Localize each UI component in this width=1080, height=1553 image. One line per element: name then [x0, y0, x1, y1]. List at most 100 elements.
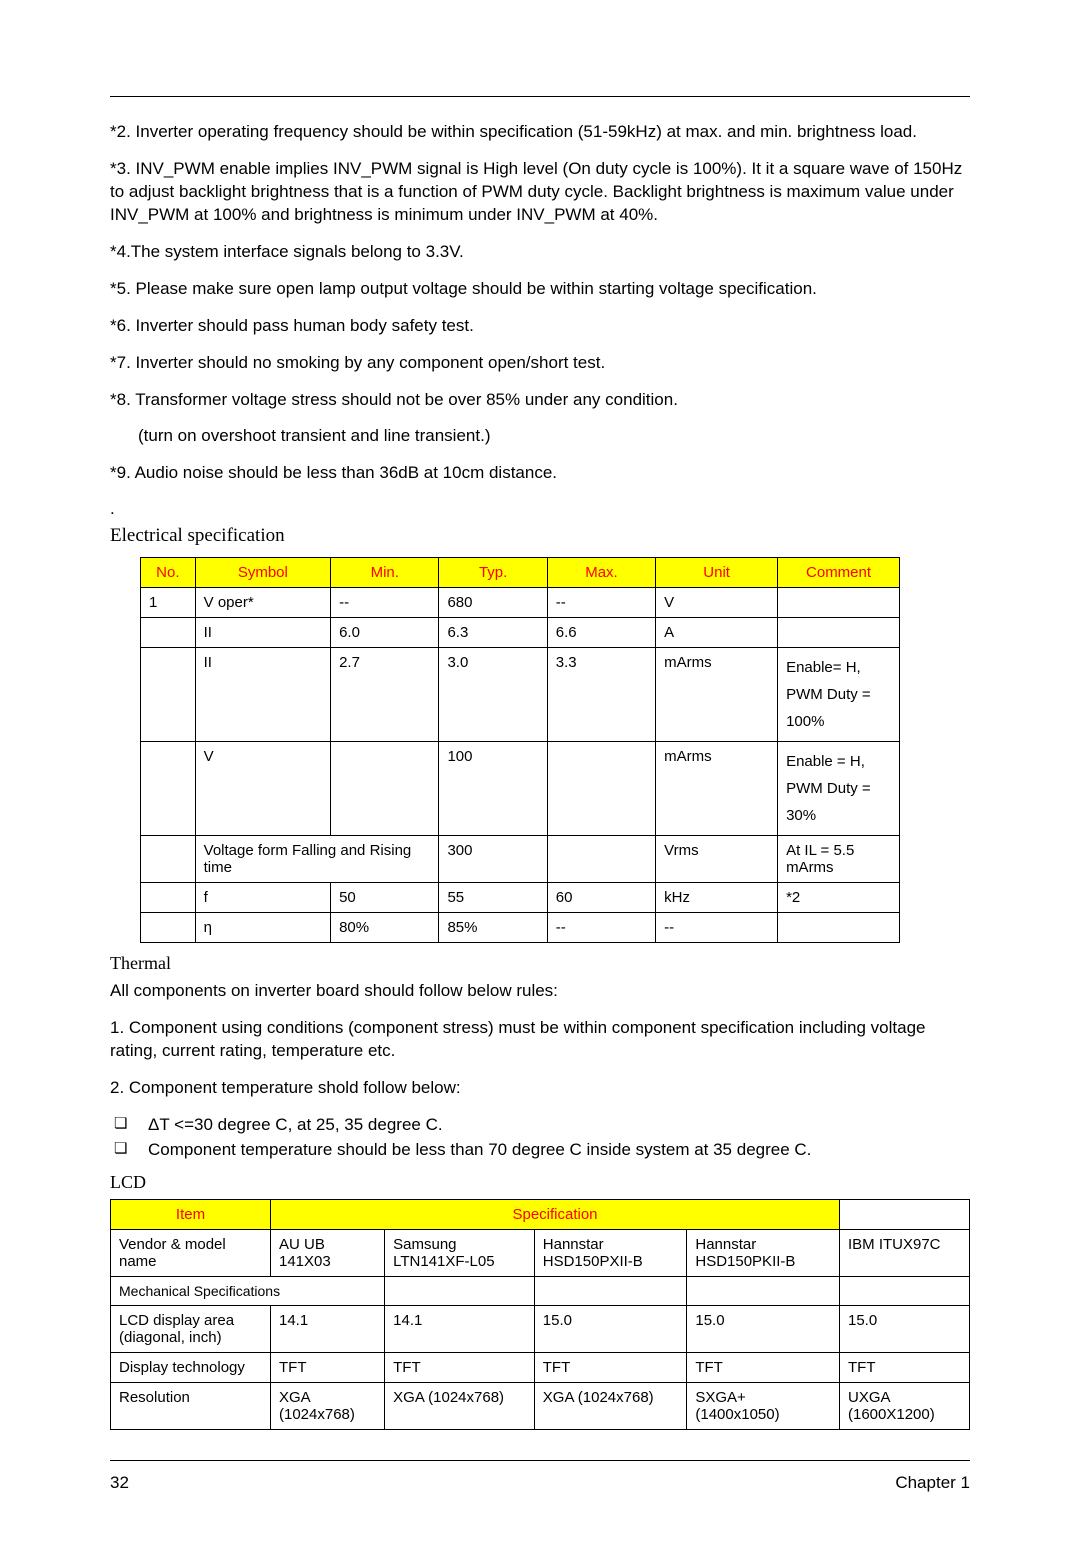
- table-header-row: Item Specification: [111, 1199, 970, 1229]
- table-cell: TFT: [687, 1352, 840, 1382]
- note-8: *8. Transformer voltage stress should no…: [110, 389, 970, 412]
- table-cell: 6.0: [331, 618, 439, 648]
- thermal-p3: 2. Component temperature shold follow be…: [110, 1077, 970, 1100]
- table-cell: A: [656, 618, 778, 648]
- table-cell: Voltage form Falling and Rising time: [195, 836, 439, 883]
- th-symbol: Symbol: [195, 558, 330, 588]
- note-8b: (turn on overshoot transient and line tr…: [138, 425, 970, 448]
- table-cell: Samsung LTN141XF-L05: [385, 1229, 535, 1276]
- table-row: ResolutionXGA (1024x768)XGA (1024x768)XG…: [111, 1382, 970, 1429]
- table-cell: [687, 1276, 840, 1305]
- table-row: Vendor & model nameAU UB 141X03Samsung L…: [111, 1229, 970, 1276]
- electrical-table: No. Symbol Min. Typ. Max. Unit Comment 1…: [140, 557, 900, 943]
- table-cell: --: [547, 588, 655, 618]
- table-cell: 55: [439, 883, 547, 913]
- table-cell: [547, 742, 655, 836]
- table-cell: II: [195, 618, 330, 648]
- table-cell: Hannstar HSD150PKII-B: [687, 1229, 840, 1276]
- table-row: η80%85%----: [141, 913, 900, 943]
- table-cell: Vendor & model name: [111, 1229, 271, 1276]
- table-cell: TFT: [840, 1352, 970, 1382]
- lcd-table: Item Specification Vendor & model nameAU…: [110, 1199, 970, 1430]
- table-cell: LCD display area (diagonal, inch): [111, 1305, 271, 1352]
- table-cell: Hannstar HSD150PXII-B: [534, 1229, 687, 1276]
- table-cell: 680: [439, 588, 547, 618]
- thermal-title: Thermal: [110, 953, 970, 974]
- th-no: No.: [141, 558, 196, 588]
- table-cell: 14.1: [271, 1305, 385, 1352]
- table-row: 1V oper*--680--V: [141, 588, 900, 618]
- note-6: *6. Inverter should pass human body safe…: [110, 315, 970, 338]
- table-row: Voltage form Falling and Rising time300V…: [141, 836, 900, 883]
- table-cell: 85%: [439, 913, 547, 943]
- table-cell: II: [195, 648, 330, 742]
- table-cell: AU UB 141X03: [271, 1229, 385, 1276]
- th-spec: Specification: [271, 1199, 840, 1229]
- thermal-bullet-1: ΔT <=30 degree C, at 25, 35 degree C.: [110, 1114, 970, 1137]
- table-cell: 3.3: [547, 648, 655, 742]
- table-cell: [141, 836, 196, 883]
- table-cell: η: [195, 913, 330, 943]
- table-row: f505560kHz*2: [141, 883, 900, 913]
- table-cell: [385, 1276, 535, 1305]
- table-row: V 100 mArmsEnable = H,PWM Duty = 30%: [141, 742, 900, 836]
- table-cell: UXGA (1600X1200): [840, 1382, 970, 1429]
- note-3: *3. INV_PWM enable implies INV_PWM signa…: [110, 158, 970, 227]
- table-cell: 6.6: [547, 618, 655, 648]
- table-cell: 15.0: [534, 1305, 687, 1352]
- top-rule: [110, 96, 970, 97]
- th-item: Item: [111, 1199, 271, 1229]
- table-cell: 6.3: [439, 618, 547, 648]
- table-cell: [778, 588, 900, 618]
- table-cell: [141, 742, 196, 836]
- table-cell: XGA (1024x768): [534, 1382, 687, 1429]
- table-cell: [534, 1276, 687, 1305]
- table-cell: Enable= H,PWM Duty = 100%: [778, 648, 900, 742]
- thermal-p1: All components on inverter board should …: [110, 980, 970, 1003]
- note-2: *2. Inverter operating frequency should …: [110, 121, 970, 144]
- electrical-title: Electrical specification: [110, 525, 970, 547]
- table-row: II6.06.36.6A: [141, 618, 900, 648]
- table-cell: 15.0: [687, 1305, 840, 1352]
- table-cell: 80%: [331, 913, 439, 943]
- bottom-rule: [110, 1460, 970, 1461]
- table-cell: --: [331, 588, 439, 618]
- table-cell: 2.7: [331, 648, 439, 742]
- table-cell: V: [656, 588, 778, 618]
- table-cell: TFT: [271, 1352, 385, 1382]
- table-cell: [141, 883, 196, 913]
- table-cell: *2: [778, 883, 900, 913]
- table-cell: Mechanical Specifications: [111, 1276, 385, 1305]
- table-cell: 60: [547, 883, 655, 913]
- table-cell: 14.1: [385, 1305, 535, 1352]
- table-cell: V: [195, 742, 330, 836]
- table-cell: [141, 913, 196, 943]
- table-cell: XGA (1024x768): [271, 1382, 385, 1429]
- table-cell: f: [195, 883, 330, 913]
- table-cell: 100: [439, 742, 547, 836]
- table-cell: kHz: [656, 883, 778, 913]
- th-unit: Unit: [656, 558, 778, 588]
- thermal-bullets: ΔT <=30 degree C, at 25, 35 degree C. Co…: [110, 1114, 970, 1162]
- footer: 32 Chapter 1: [110, 1473, 970, 1493]
- thermal-bullet-2: Component temperature should be less tha…: [110, 1139, 970, 1162]
- table-cell: [141, 648, 196, 742]
- th-blank: [840, 1199, 970, 1229]
- table-cell: 50: [331, 883, 439, 913]
- table-cell: 3.0: [439, 648, 547, 742]
- table-cell: mArms: [656, 742, 778, 836]
- table-cell: mArms: [656, 648, 778, 742]
- note-5: *5. Please make sure open lamp output vo…: [110, 278, 970, 301]
- table-cell: [778, 913, 900, 943]
- table-cell: [840, 1276, 970, 1305]
- table-cell: IBM ITUX97C: [840, 1229, 970, 1276]
- table-cell: [141, 618, 196, 648]
- table-cell: TFT: [534, 1352, 687, 1382]
- note-9: *9. Audio noise should be less than 36dB…: [110, 462, 970, 485]
- th-min: Min.: [331, 558, 439, 588]
- table-cell: Enable = H,PWM Duty = 30%: [778, 742, 900, 836]
- table-cell: TFT: [385, 1352, 535, 1382]
- dot: .: [110, 499, 970, 519]
- table-cell: [331, 742, 439, 836]
- table-header-row: No. Symbol Min. Typ. Max. Unit Comment: [141, 558, 900, 588]
